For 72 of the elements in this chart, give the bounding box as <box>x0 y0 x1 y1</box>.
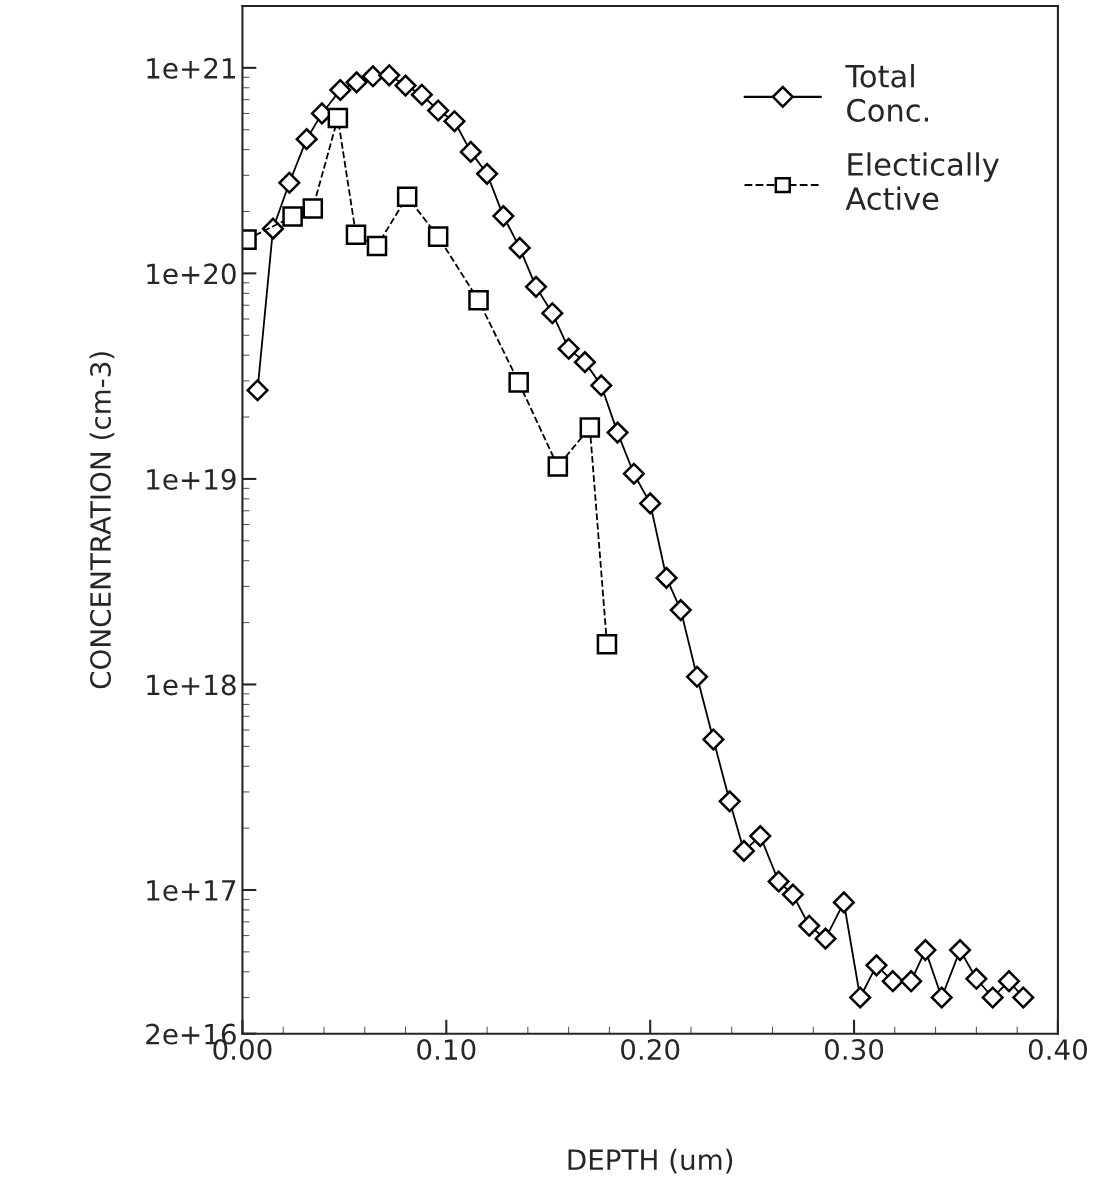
point <box>639 492 662 515</box>
x-tick-label: 0.10 <box>417 1039 476 1061</box>
point <box>702 728 725 751</box>
point <box>997 970 1021 993</box>
point <box>930 986 953 1009</box>
point <box>282 206 303 227</box>
point <box>767 870 790 893</box>
point <box>366 235 388 257</box>
point <box>410 83 433 106</box>
point <box>596 633 618 655</box>
point <box>468 289 489 311</box>
point <box>557 337 580 360</box>
y-tick-label: 1e+21 <box>147 57 236 79</box>
point <box>981 986 1004 1009</box>
point <box>718 790 741 813</box>
point <box>329 78 352 102</box>
point <box>327 107 349 129</box>
point <box>476 162 499 185</box>
x-tick-label: 0.30 <box>824 1039 884 1061</box>
point <box>459 140 482 163</box>
point <box>508 372 529 393</box>
point <box>345 71 368 94</box>
point <box>781 883 804 906</box>
legend-label: Total Conc. <box>845 64 929 122</box>
point <box>965 967 988 990</box>
point <box>427 99 450 122</box>
point <box>443 110 466 133</box>
y-tick-label: 1e+18 <box>147 674 236 696</box>
x-axis-title: DEPTH (um) <box>568 1148 733 1174</box>
point <box>900 970 923 993</box>
point <box>295 128 318 151</box>
point <box>579 417 601 438</box>
point <box>798 914 821 937</box>
x-tick-label: 0.20 <box>621 1039 680 1061</box>
y-tick-label: 1e+20 <box>147 263 236 285</box>
point <box>492 205 515 228</box>
point <box>278 171 301 194</box>
point <box>573 351 597 374</box>
legend-label: Electically Active <box>845 152 999 211</box>
point <box>655 566 678 589</box>
point <box>749 824 772 848</box>
point <box>394 74 417 97</box>
point <box>378 64 401 87</box>
point <box>849 986 872 1009</box>
point <box>302 198 324 219</box>
point <box>881 970 904 993</box>
point <box>547 456 569 477</box>
point <box>246 379 269 402</box>
point <box>524 275 548 298</box>
y-tick-label: 1e+19 <box>147 468 236 490</box>
x-tick-label: 0.40 <box>1028 1039 1087 1061</box>
point <box>686 665 709 688</box>
point <box>606 421 629 444</box>
point <box>361 65 384 88</box>
point <box>914 939 937 962</box>
point <box>948 939 972 962</box>
y-tick-label: 1e+17 <box>147 880 236 901</box>
y-axis-title: CONCENTRATION (cm-3) <box>89 352 115 689</box>
point <box>396 186 418 208</box>
point <box>427 226 449 247</box>
point <box>814 927 837 950</box>
point <box>541 302 564 325</box>
point <box>261 217 285 240</box>
point <box>508 236 531 259</box>
point <box>1012 986 1035 1009</box>
point <box>732 839 756 862</box>
point <box>345 224 367 246</box>
point <box>590 374 613 397</box>
point <box>865 954 888 977</box>
point <box>832 891 855 914</box>
point <box>622 462 645 485</box>
point <box>669 599 692 622</box>
